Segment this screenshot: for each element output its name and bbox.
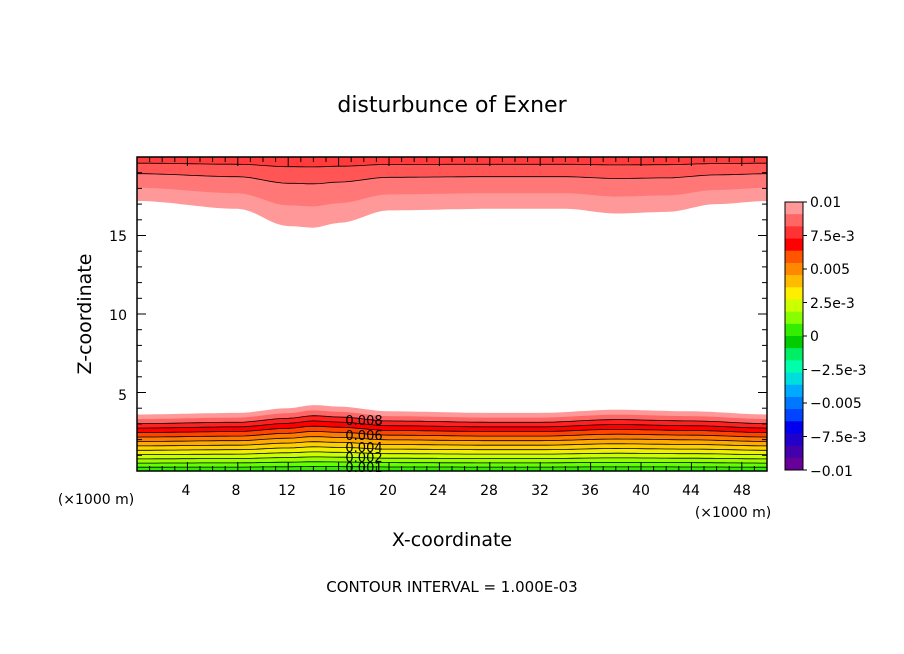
colorbar-cell [785, 311, 803, 325]
colorbar-cell [785, 299, 803, 313]
upper-pressure-band [137, 157, 767, 228]
contour-line [137, 415, 768, 424]
x-axis: 4 8 12 16 20 24 28 32 36 40 44 48 (×1000… [182, 483, 772, 551]
x-tick-label: 4 [182, 483, 191, 499]
x-tick-label: 44 [682, 483, 700, 499]
contour-line [137, 162, 767, 168]
colorbar-cell [785, 360, 803, 373]
contour-line [137, 173, 768, 185]
y-tick-label: 15 [109, 229, 127, 245]
contour-line [137, 446, 767, 451]
y-unit-label: (×1000 m) [58, 492, 134, 508]
lower-pressure-band [137, 405, 767, 471]
colorbar-cell [785, 336, 803, 349]
contour-interval-note: CONTOUR INTERVAL = 1.000E-03 [326, 578, 577, 596]
y-tick-label: 10 [109, 308, 127, 324]
contour-line [136, 430, 768, 438]
colorbar-cell [785, 396, 803, 410]
colorbar-cells [785, 202, 803, 471]
colorbar-label: 2.5e-3 [810, 296, 855, 312]
x-tick-label: 20 [379, 483, 397, 499]
plot-area: 0.008 0.006 0.004 0.002 0.001 [136, 156, 768, 476]
colorbar-cell [785, 275, 803, 288]
colorbar-cell [785, 262, 803, 276]
colorbar-label: 7.5e-3 [810, 229, 855, 245]
x-tick-label: 8 [232, 483, 241, 499]
colorbar-cell [785, 287, 803, 300]
contour-line [137, 441, 767, 447]
chart-title: disturbunce of Exner [337, 93, 567, 118]
x-tick-label: 16 [328, 483, 346, 499]
colorbar-label: −2.5e-3 [810, 363, 867, 379]
colorbar-cell [785, 384, 803, 398]
colorbar-cell [785, 226, 803, 239]
contour-line [137, 461, 767, 464]
contour-label: 0.002 [345, 451, 382, 466]
colorbar-cell [785, 348, 803, 361]
colorbar-cell [785, 457, 803, 471]
contour-line [137, 425, 768, 433]
colorbar-cell [785, 202, 803, 215]
colorbar-cell [785, 214, 803, 227]
colorbar-label: 0.01 [810, 195, 841, 211]
colorbar: 0.01 7.5e-3 0.005 2.5e-3 0 −2.5e-3 −0.00… [784, 195, 867, 480]
x-tick-label: 24 [429, 483, 447, 499]
colorbar-label: 0.005 [810, 262, 850, 278]
x-axis-title: X-coordinate [392, 529, 512, 551]
x-tick-label: 28 [480, 483, 498, 499]
colorbar-cell [785, 433, 803, 447]
contour-label: 0.006 [345, 429, 382, 444]
axis-ticks [137, 157, 767, 471]
colorbar-cell [785, 250, 803, 264]
y-axis: 5 10 15 (×1000 m) Z-coordinate [58, 229, 134, 508]
y-tick-label: 5 [118, 388, 127, 404]
colorbar-cell [785, 409, 803, 422]
contour-label: 0.004 [345, 441, 382, 456]
colorbar-ticks [803, 201, 807, 471]
x-tick-label: 32 [531, 483, 549, 499]
colorbar-cell [785, 372, 803, 386]
colorbar-label: −7.5e-3 [810, 430, 867, 446]
contour-line [137, 456, 767, 460]
colorbar-cell [785, 238, 803, 252]
x-tick-label: 12 [278, 483, 296, 499]
x-tick-label: 48 [733, 483, 751, 499]
contour-lines [136, 162, 768, 468]
colorbar-label: −0.005 [810, 396, 862, 412]
contour-line [137, 436, 767, 442]
x-unit-label: (×1000 m) [695, 505, 771, 521]
contour-line [137, 420, 768, 429]
contour-labels: 0.008 0.006 0.004 0.002 0.001 [345, 414, 382, 476]
contour-label: 0.008 [345, 414, 382, 429]
colorbar-label: −0.01 [810, 464, 853, 480]
colorbar-cell [785, 421, 803, 434]
colorbar-label: 0 [810, 329, 819, 345]
colorbar-cell [785, 445, 803, 459]
x-tick-label: 36 [581, 483, 599, 499]
y-axis-title: Z-coordinate [74, 254, 96, 375]
x-tick-label: 40 [632, 483, 650, 499]
contour-line [137, 451, 767, 455]
colorbar-cell [785, 323, 803, 337]
